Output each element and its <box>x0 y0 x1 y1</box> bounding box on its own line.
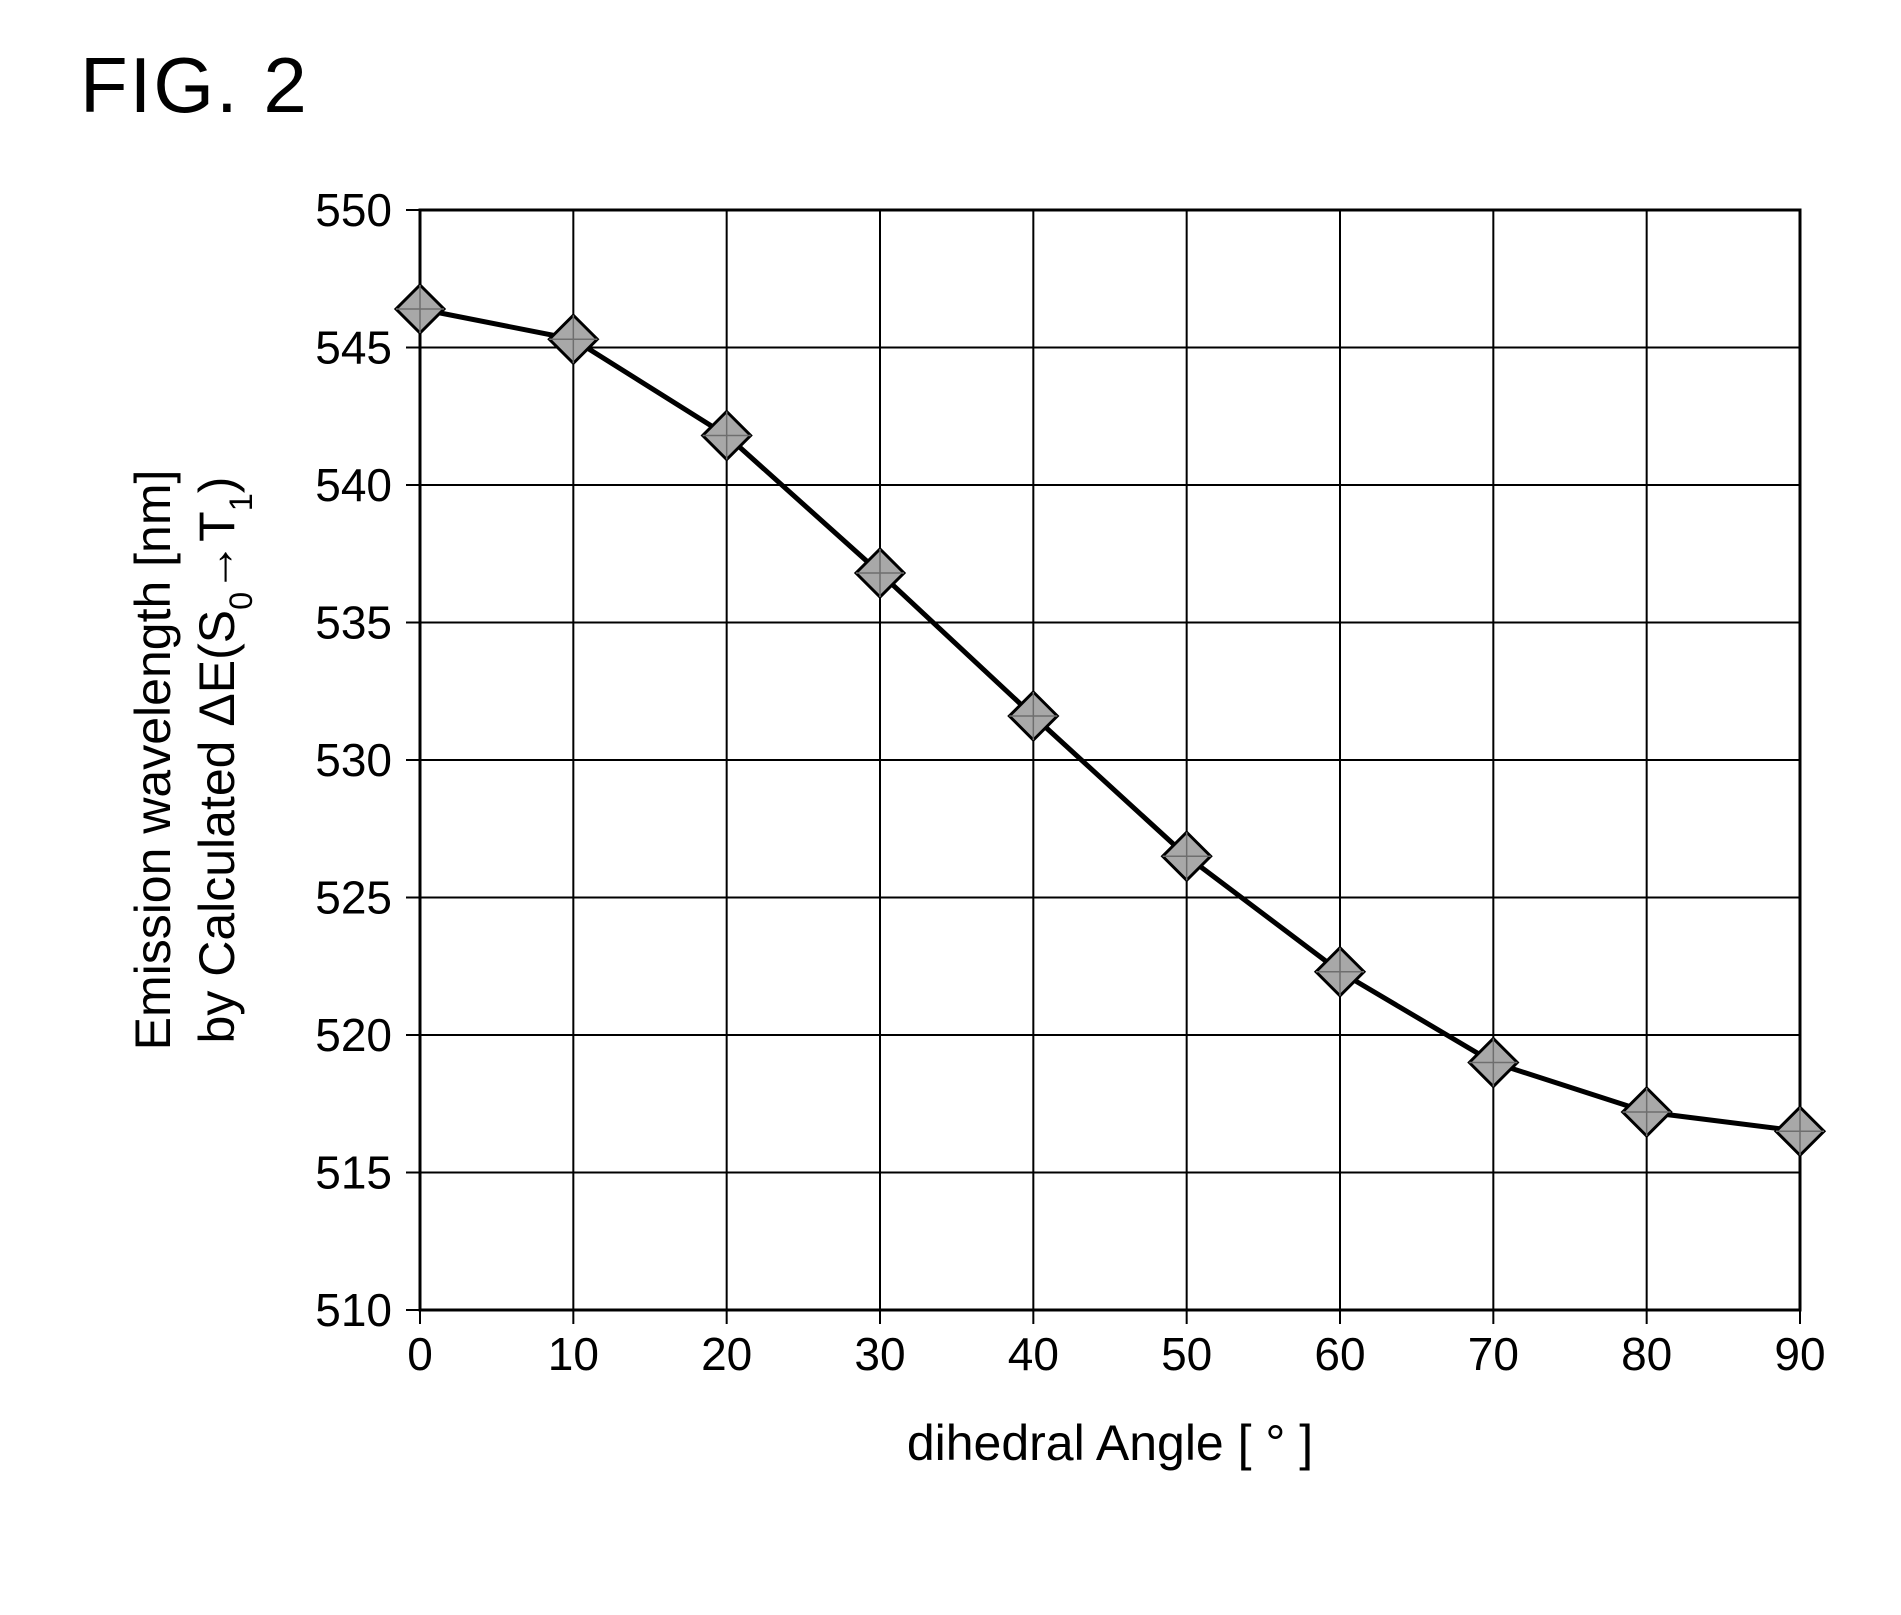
svg-text:Emission wavelength [nm]: Emission wavelength [nm] <box>125 470 181 1051</box>
svg-text:520: 520 <box>315 1009 392 1061</box>
svg-text:515: 515 <box>315 1147 392 1199</box>
svg-text:540: 540 <box>315 459 392 511</box>
svg-text:10: 10 <box>548 1328 599 1380</box>
svg-text:dihedral Angle [ ° ]: dihedral Angle [ ° ] <box>907 1415 1313 1471</box>
svg-text:40: 40 <box>1008 1328 1059 1380</box>
chart-container: 0 10 20 30 40 50 60 70 80 90 510 515 520 525 530 535 540… <box>120 150 1840 1560</box>
svg-text:550: 550 <box>315 184 392 236</box>
svg-text:70: 70 <box>1468 1328 1519 1380</box>
svg-text:535: 535 <box>315 597 392 649</box>
svg-text:30: 30 <box>854 1328 905 1380</box>
svg-text:525: 525 <box>315 872 392 924</box>
svg-text:0: 0 <box>407 1328 433 1380</box>
svg-text:90: 90 <box>1774 1328 1825 1380</box>
svg-text:545: 545 <box>315 322 392 374</box>
svg-text:80: 80 <box>1621 1328 1672 1380</box>
svg-text:60: 60 <box>1314 1328 1365 1380</box>
emission-vs-dihedral-chart: 0 10 20 30 40 50 60 70 80 90 510 515 520 525 530 535 540… <box>120 150 1840 1560</box>
svg-text:530: 530 <box>315 734 392 786</box>
svg-text:by Calculated ΔE(S0→T1): by Calculated ΔE(S0→T1) <box>189 477 259 1044</box>
svg-text:510: 510 <box>315 1284 392 1336</box>
svg-text:50: 50 <box>1161 1328 1212 1380</box>
svg-text:20: 20 <box>701 1328 752 1380</box>
figure-label: FIG. 2 <box>80 40 309 131</box>
